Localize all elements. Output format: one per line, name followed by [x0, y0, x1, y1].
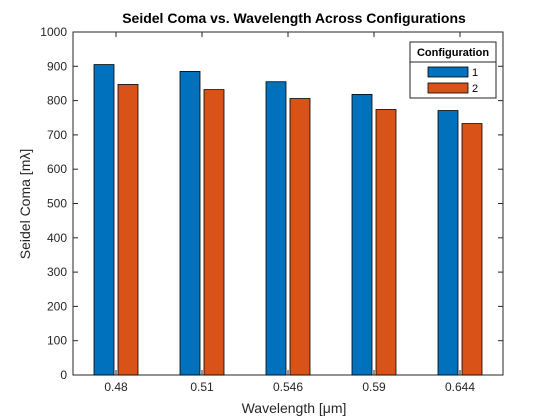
y-tick-label: 700: [47, 128, 67, 142]
y-tick-label: 1000: [40, 25, 67, 39]
bar-series-1-0.48: [93, 64, 115, 376]
y-tick-label: 400: [47, 231, 67, 245]
y-tick-label: 500: [47, 197, 67, 211]
bar-series-2-0.546: [289, 98, 311, 376]
bar-series-1-0.644: [437, 110, 459, 376]
legend-entry-2: 2: [472, 83, 478, 95]
y-tick-label: 0: [60, 368, 67, 382]
bar-series-1-0.51: [179, 71, 201, 376]
y-tick-label: 100: [47, 334, 67, 348]
bar-series-1-0.59: [351, 94, 373, 376]
chart-title: Seidel Coma vs. Wavelength Across Config…: [122, 10, 466, 26]
x-tick-label: 0.59: [362, 380, 386, 394]
x-tick-label: 0.546: [273, 380, 303, 394]
x-axis-label: Wavelength [μm]: [242, 400, 347, 416]
legend-swatch-2: [427, 82, 469, 94]
bar-series-2-0.51: [203, 89, 225, 376]
legend: Configuration 1 2: [409, 41, 497, 99]
bar-series-2-0.48: [117, 84, 139, 376]
y-tick-label: 200: [47, 299, 67, 313]
bar-series-2-0.59: [375, 109, 397, 376]
y-tick-label: 800: [47, 94, 67, 108]
x-tick-label: 0.48: [104, 380, 128, 394]
bar-series-2-0.644: [461, 123, 483, 376]
x-tick-label: 0.51: [190, 380, 214, 394]
y-axis-label: Seidel Coma [mλ]: [17, 149, 33, 259]
x-tick-label: 0.644: [445, 380, 475, 394]
y-tick-label: 900: [47, 59, 67, 73]
bar-series-1-0.546: [265, 81, 287, 376]
y-tick-label: 600: [47, 162, 67, 176]
legend-title: Configuration: [417, 47, 489, 59]
legend-swatch-1: [427, 66, 469, 78]
legend-entry-1: 1: [472, 67, 478, 79]
y-tick-label: 300: [47, 265, 67, 279]
